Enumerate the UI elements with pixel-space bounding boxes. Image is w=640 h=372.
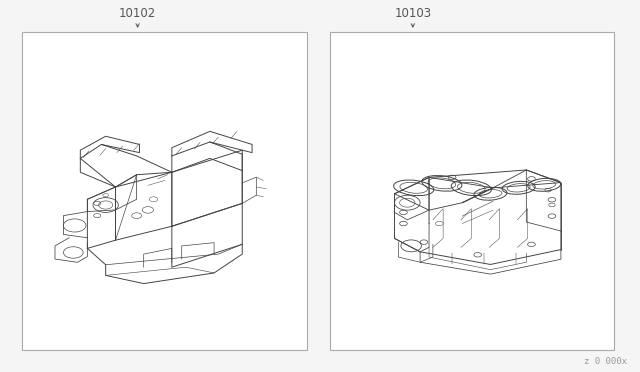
Text: 10103: 10103 <box>394 7 431 20</box>
Bar <box>330 32 614 350</box>
Bar <box>22 32 307 350</box>
Text: 10102: 10102 <box>119 7 156 20</box>
Text: z 0 000x: z 0 000x <box>584 357 627 366</box>
